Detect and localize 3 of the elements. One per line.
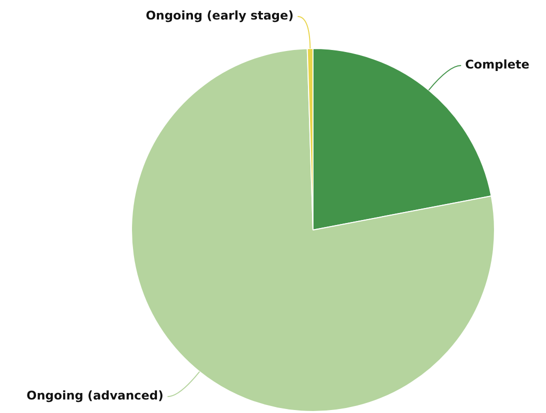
- slice-label: Ongoing (advanced): [26, 388, 164, 403]
- slice-label: Complete: [465, 58, 530, 72]
- slice-label: Ongoing (early stage): [146, 8, 294, 23]
